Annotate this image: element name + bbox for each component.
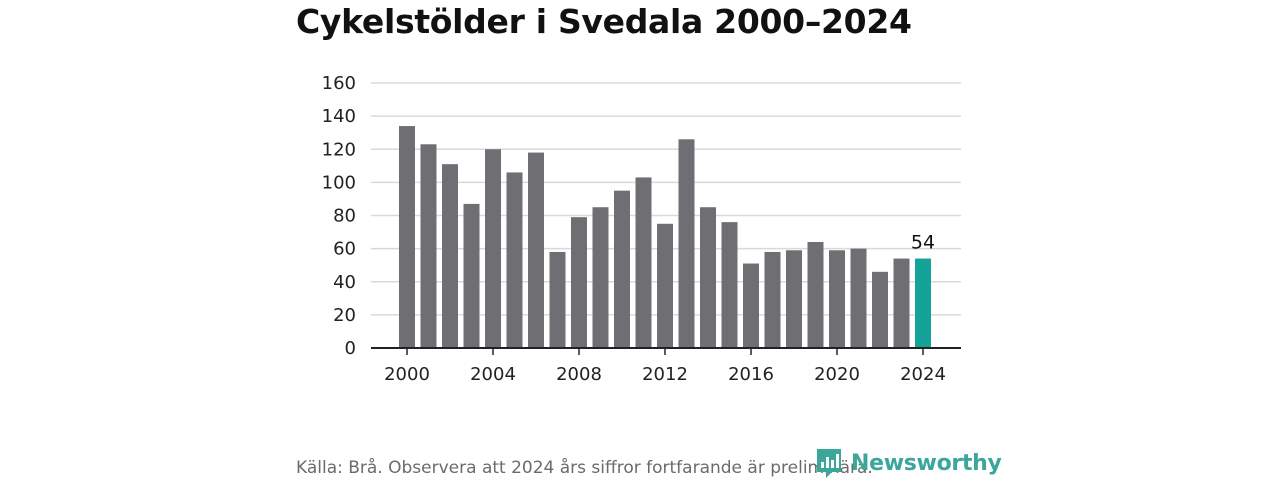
bar (657, 223, 673, 348)
bar (893, 258, 910, 348)
chart-title: Cykelstölder i Svedala 2000–2024 (296, 2, 912, 41)
bar (420, 144, 437, 348)
x-tick-label: 2008 (556, 364, 602, 385)
bar (571, 217, 587, 348)
source-note: Källa: Brå. Observera att 2024 års siffr… (296, 458, 873, 478)
y-tick-label: 60 (333, 239, 356, 260)
bar (850, 248, 867, 348)
bar (592, 207, 609, 348)
bar (463, 203, 480, 348)
newsworthy-logo-icon (817, 449, 841, 478)
bars (399, 126, 931, 348)
bar (442, 164, 458, 348)
x-tick-label: 2000 (384, 364, 430, 385)
x-tick-label: 2020 (814, 364, 860, 385)
bar (635, 177, 652, 348)
x-tick-label: 2024 (900, 364, 946, 385)
bar (485, 149, 501, 348)
bar (399, 126, 415, 348)
y-tick-label: 20 (333, 305, 356, 326)
brand-logo[interactable]: Newsworthy (815, 447, 1002, 480)
bar (614, 190, 630, 348)
y-tick-label: 0 (345, 338, 356, 359)
y-tick-label: 140 (322, 106, 356, 127)
y-tick-label: 120 (322, 139, 356, 160)
bar (743, 263, 759, 348)
x-tick-label: 2012 (642, 364, 688, 385)
x-tick-label: 2004 (470, 364, 516, 385)
bar-chart: 0 20 40 60 80 100 120 140 160 54 2000 2004 2008 2012 2… (322, 73, 961, 385)
bar (872, 271, 888, 348)
brand-name: Newsworthy (851, 451, 1002, 476)
bar (786, 250, 802, 348)
x-tick-label: 2016 (728, 364, 774, 385)
bar (807, 242, 824, 348)
bar (764, 251, 781, 348)
y-tick-label: 100 (322, 172, 356, 193)
data-label: 54 (911, 232, 935, 254)
y-tick-label: 40 (333, 272, 356, 293)
y-tick-label: 80 (333, 206, 356, 227)
bar-highlight (915, 258, 931, 348)
y-tick-label: 160 (322, 73, 356, 94)
bar (506, 172, 523, 348)
bar (528, 152, 544, 348)
bar (829, 250, 845, 348)
bar (721, 222, 738, 348)
axes (371, 347, 961, 355)
bar (700, 207, 716, 348)
bar (549, 251, 566, 348)
tick-labels: 0 20 40 60 80 100 120 140 160 54 2000 2004 2008 2012 2… (322, 73, 946, 385)
bar (678, 139, 695, 348)
